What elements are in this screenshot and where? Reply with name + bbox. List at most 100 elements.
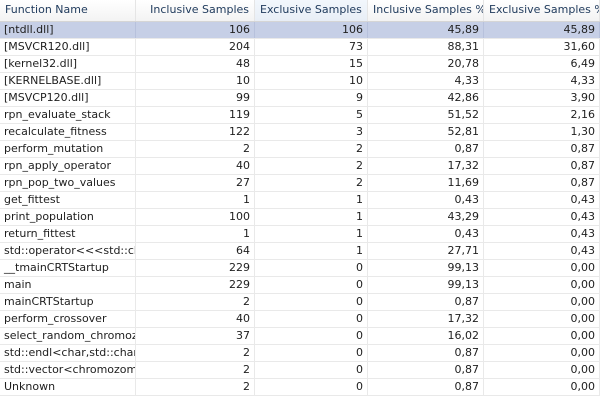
table-row[interactable]: [KERNELBASE.dll] 10 10 4,33 4,33 (0, 73, 600, 90)
inclusive-percent-cell: 20,78 (368, 56, 484, 72)
table-row[interactable]: perform_mutation 2 2 0,87 0,87 (0, 141, 600, 158)
exclusive-samples-cell: 0 (255, 328, 368, 344)
function-name-cell: perform_crossover (0, 311, 136, 327)
inclusive-percent-cell: 0,87 (368, 141, 484, 157)
exclusive-samples-cell: 106 (255, 22, 368, 38)
exclusive-percent-cell: 0,87 (484, 141, 600, 157)
exclusive-samples-cell: 2 (255, 175, 368, 191)
inclusive-percent-cell: 17,32 (368, 158, 484, 174)
inclusive-samples-cell: 2 (136, 294, 255, 310)
function-name-cell: std::operator<<<std::char_tr (0, 243, 136, 259)
inclusive-percent-cell: 0,87 (368, 345, 484, 361)
inclusive-samples-cell: 2 (136, 345, 255, 361)
exclusive-samples-cell: 0 (255, 379, 368, 395)
exclusive-percent-cell: 0,00 (484, 345, 600, 361)
exclusive-samples-cell: 2 (255, 158, 368, 174)
function-name-cell: [MSVCP120.dll] (0, 90, 136, 106)
table-row[interactable]: [MSVCP120.dll] 99 9 42,86 3,90 (0, 90, 600, 107)
exclusive-percent-cell: 2,16 (484, 107, 600, 123)
inclusive-percent-cell: 0,43 (368, 226, 484, 242)
inclusive-percent-cell: 45,89 (368, 22, 484, 38)
inclusive-samples-cell: 1 (136, 192, 255, 208)
table-row[interactable]: rpn_apply_operator 40 2 17,32 0,87 (0, 158, 600, 175)
inclusive-samples-cell: 2 (136, 141, 255, 157)
exclusive-percent-cell: 0,43 (484, 243, 600, 259)
column-header-inclusive-samples-percent[interactable]: Inclusive Samples % (368, 0, 484, 21)
function-name-cell: print_population (0, 209, 136, 225)
column-header-exclusive-samples-percent[interactable]: Exclusive Samples % (484, 0, 600, 21)
inclusive-percent-cell: 99,13 (368, 277, 484, 293)
exclusive-percent-cell: 6,49 (484, 56, 600, 72)
column-header-label: Exclusive Samples (260, 3, 362, 16)
table-body: [ntdll.dll] 106 106 45,89 45,89 [MSVCR120.dll… (0, 22, 600, 396)
inclusive-percent-cell: 17,32 (368, 311, 484, 327)
exclusive-percent-cell: 0,00 (484, 277, 600, 293)
table-row[interactable]: recalculate_fitness 122 3 52,81 1,30 (0, 124, 600, 141)
inclusive-samples-cell: 100 (136, 209, 255, 225)
function-name-cell: Unknown (0, 379, 136, 395)
exclusive-percent-cell: 0,87 (484, 158, 600, 174)
table-header: Function Name Inclusive Samples Exclusiv… (0, 0, 600, 22)
inclusive-percent-cell: 88,31 (368, 39, 484, 55)
exclusive-percent-cell: 0,43 (484, 209, 600, 225)
table-row[interactable]: __tmainCRTStartup 229 0 99,13 0,00 (0, 260, 600, 277)
inclusive-samples-cell: 64 (136, 243, 255, 259)
exclusive-samples-cell: 1 (255, 226, 368, 242)
inclusive-percent-cell: 27,71 (368, 243, 484, 259)
table-row[interactable]: print_population 100 1 43,29 0,43 (0, 209, 600, 226)
function-name-cell: std::vector<chromozome *,s (0, 362, 136, 378)
function-name-cell: [kernel32.dll] (0, 56, 136, 72)
column-header-function-name[interactable]: Function Name (0, 0, 136, 21)
table-row[interactable]: Unknown 2 0 0,87 0,00 (0, 379, 600, 396)
table-row[interactable]: std::operator<<<std::char_tr64127,710,43 (0, 243, 600, 260)
exclusive-samples-cell: 1 (255, 209, 368, 225)
table-row[interactable]: rpn_pop_two_values 27 2 11,69 0,87 (0, 175, 600, 192)
inclusive-samples-cell: 229 (136, 277, 255, 293)
inclusive-samples-cell: 40 (136, 158, 255, 174)
table-row[interactable]: select_random_chromozome37016,020,00 (0, 328, 600, 345)
inclusive-samples-cell: 122 (136, 124, 255, 140)
exclusive-percent-cell: 31,60 (484, 39, 600, 55)
table-row[interactable]: get_fittest 1 1 0,43 0,43 (0, 192, 600, 209)
function-name-cell: [KERNELBASE.dll] (0, 73, 136, 89)
table-row[interactable]: std::endl<char,std::char_trai200,870,00 (0, 345, 600, 362)
table-row[interactable]: mainCRTStartup 2 0 0,87 0,00 (0, 294, 600, 311)
inclusive-percent-cell: 4,33 (368, 73, 484, 89)
exclusive-samples-cell: 5 (255, 107, 368, 123)
table-row[interactable]: perform_crossover 40 0 17,32 0,00 (0, 311, 600, 328)
inclusive-percent-cell: 0,87 (368, 379, 484, 395)
function-name-cell: mainCRTStartup (0, 294, 136, 310)
column-header-label: Inclusive Samples % (373, 3, 484, 16)
table-row[interactable]: main 229 0 99,13 0,00 (0, 277, 600, 294)
column-header-label: Inclusive Samples (150, 3, 249, 16)
exclusive-samples-cell: 9 (255, 90, 368, 106)
table-row[interactable]: [kernel32.dll] 48 15 20,78 6,49 (0, 56, 600, 73)
exclusive-samples-cell: 0 (255, 260, 368, 276)
exclusive-percent-cell: 0,00 (484, 294, 600, 310)
inclusive-percent-cell: 99,13 (368, 260, 484, 276)
function-name-cell: std::endl<char,std::char_trai (0, 345, 136, 361)
exclusive-percent-cell: 0,00 (484, 311, 600, 327)
exclusive-samples-cell: 15 (255, 56, 368, 72)
table-row[interactable]: return_fittest 1 1 0,43 0,43 (0, 226, 600, 243)
exclusive-percent-cell: 0,43 (484, 192, 600, 208)
function-name-cell: perform_mutation (0, 141, 136, 157)
inclusive-percent-cell: 0,43 (368, 192, 484, 208)
exclusive-samples-cell: 0 (255, 345, 368, 361)
inclusive-percent-cell: 11,69 (368, 175, 484, 191)
column-header-exclusive-samples[interactable]: Exclusive Samples (255, 0, 368, 21)
exclusive-percent-cell: 0,87 (484, 175, 600, 191)
inclusive-samples-cell: 2 (136, 362, 255, 378)
table-row[interactable]: rpn_evaluate_stack 119 5 51,52 2,16 (0, 107, 600, 124)
column-header-inclusive-samples[interactable]: Inclusive Samples (136, 0, 255, 21)
inclusive-samples-cell: 10 (136, 73, 255, 89)
function-name-cell: rpn_pop_two_values (0, 175, 136, 191)
function-name-cell: return_fittest (0, 226, 136, 242)
table-row[interactable]: [ntdll.dll] 106 106 45,89 45,89 (0, 22, 600, 39)
function-name-cell: rpn_apply_operator (0, 158, 136, 174)
table-row[interactable]: std::vector<chromozome *,s200,870,00 (0, 362, 600, 379)
table-row[interactable]: [MSVCR120.dll] 204 73 88,31 31,60 (0, 39, 600, 56)
inclusive-samples-cell: 106 (136, 22, 255, 38)
column-header-label: Function Name (5, 3, 88, 16)
